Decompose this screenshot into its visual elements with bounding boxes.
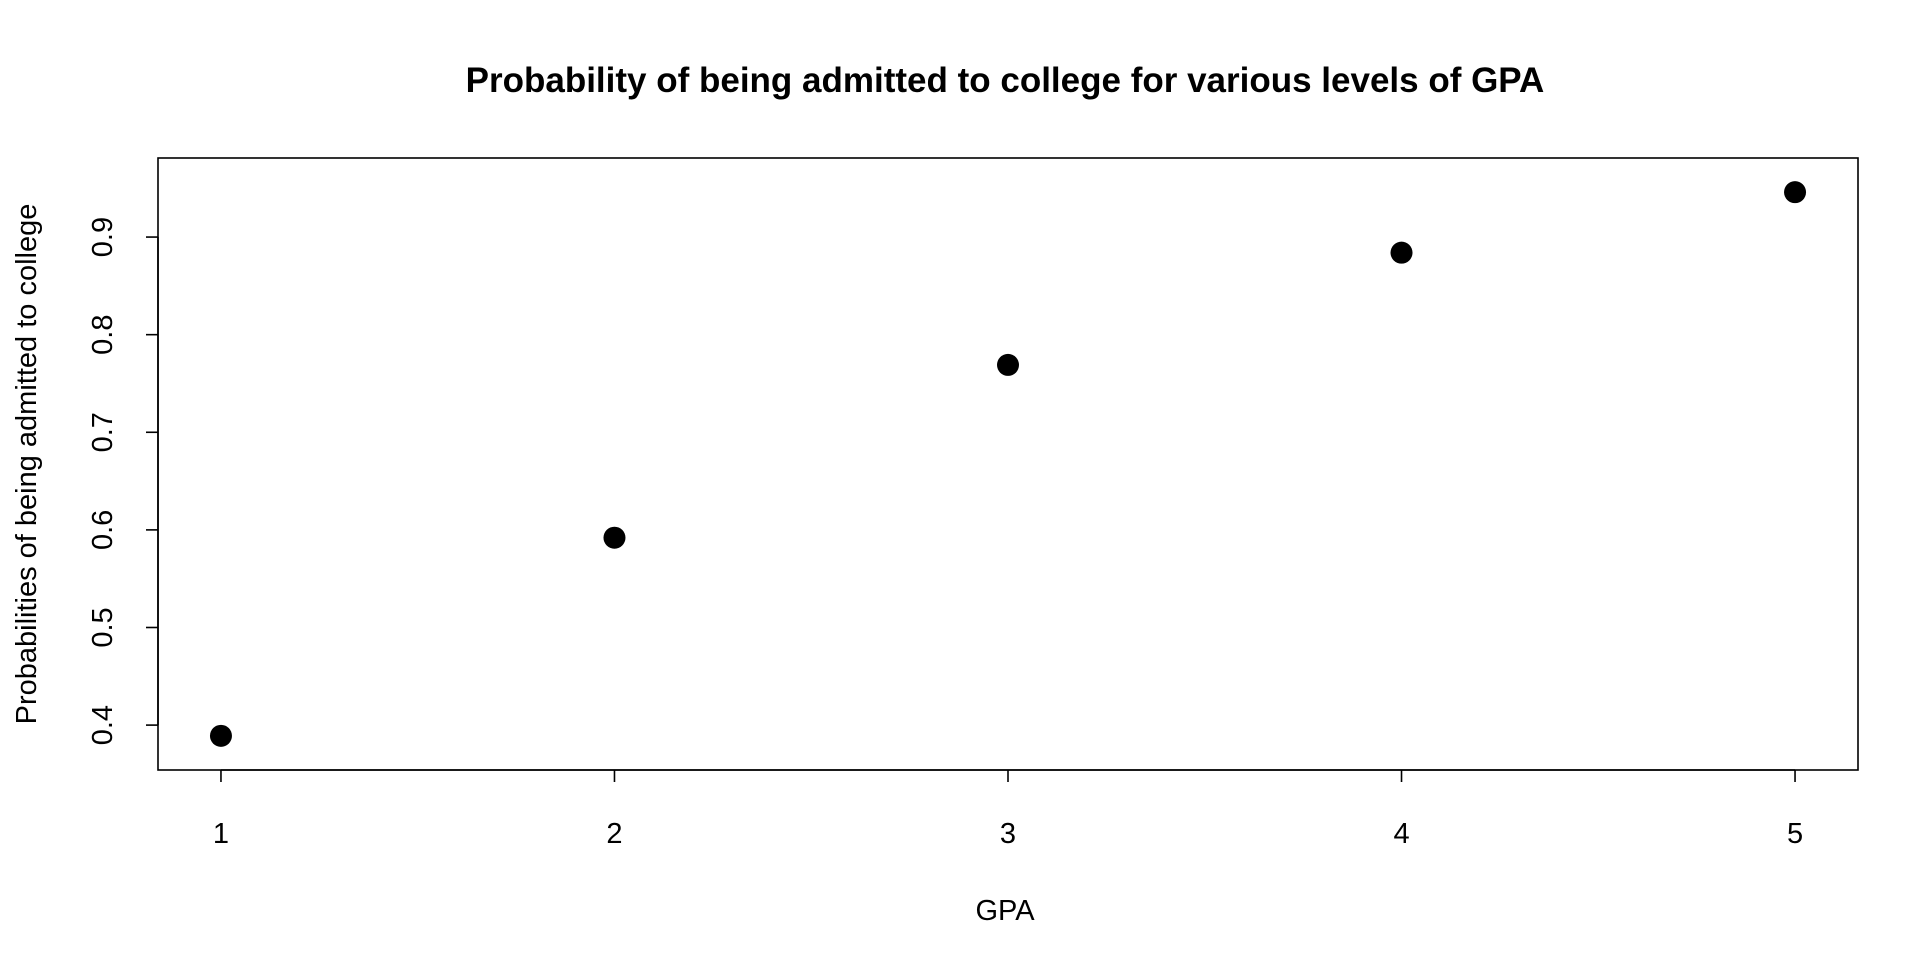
x-tick-label: 3 (1000, 818, 1016, 850)
y-tick-label: 0.8 (87, 315, 119, 355)
x-tick-label: 4 (1393, 818, 1409, 850)
y-axis-label: Probabilities of being admitted to colle… (11, 204, 43, 725)
data-point (997, 353, 1019, 376)
x-tick-label: 1 (213, 818, 229, 850)
y-tick-label: 0.6 (87, 510, 119, 550)
data-point (209, 724, 232, 747)
y-axis: 0.4 0.5 0.6 0.7 0.8 0.9 (87, 217, 159, 745)
x-tick-label: 5 (1787, 818, 1803, 850)
data-points (209, 181, 1807, 747)
x-tick-label: 2 (606, 818, 622, 850)
x-axis-label: GPA (975, 895, 1035, 927)
y-tick-label: 0.9 (87, 217, 119, 257)
y-tick-label: 0.4 (87, 705, 119, 745)
chart-title: Probability of being admitted to college… (466, 61, 1545, 100)
data-point (1784, 181, 1807, 204)
y-tick-label: 0.7 (87, 412, 119, 452)
data-point (1390, 241, 1413, 264)
plot-frame (157, 157, 1859, 771)
y-tick-label: 0.5 (87, 607, 119, 647)
data-point (603, 526, 626, 549)
x-axis: 1 2 3 4 5 (213, 769, 1803, 850)
